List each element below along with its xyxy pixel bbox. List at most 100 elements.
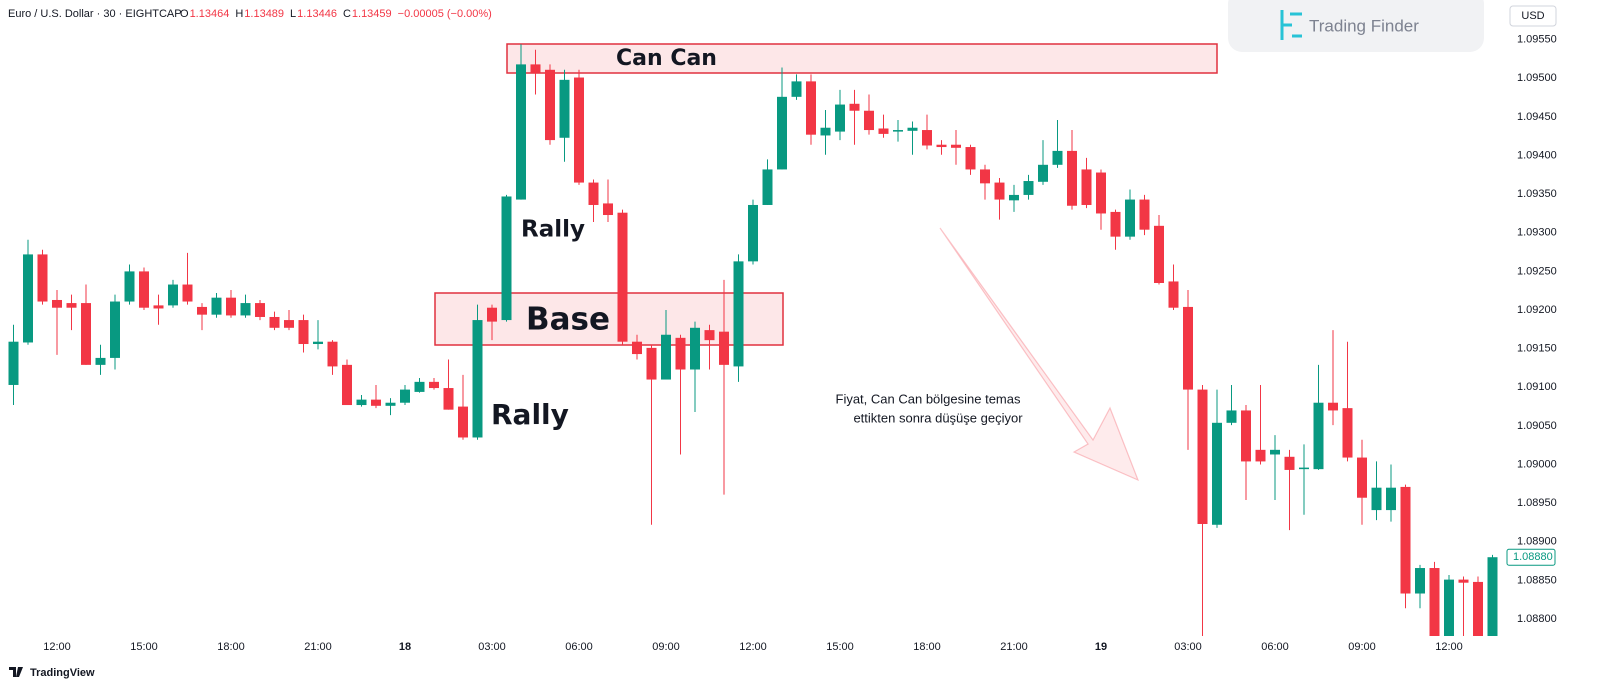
x-tick-label: 15:00 <box>826 641 854 653</box>
candle-body <box>1067 150 1077 206</box>
candle-body <box>501 196 512 321</box>
candle-body <box>327 341 338 367</box>
x-tick-label: 12:00 <box>1435 641 1463 653</box>
x-tick-label: 19 <box>1095 641 1107 653</box>
candle-body <box>1226 410 1237 423</box>
y-tick-label: 1.08900 <box>1517 536 1557 548</box>
candle-body <box>1400 486 1411 594</box>
candle-body <box>356 399 367 406</box>
y-tick-label: 1.09150 <box>1517 343 1557 355</box>
candle-body <box>182 284 193 302</box>
x-tick-label: 12:00 <box>739 641 767 653</box>
candle-body <box>168 284 178 306</box>
footer-logo <box>9 667 23 677</box>
candle-body <box>835 104 845 132</box>
ohlc-key: O <box>180 8 189 20</box>
ohlc-value: 1.13489 <box>244 8 284 20</box>
candle-body <box>1023 181 1034 195</box>
candle-body <box>197 306 207 315</box>
candle-body <box>762 169 773 205</box>
candle-body <box>951 144 961 148</box>
candle-body <box>95 357 106 365</box>
y-tick-label: 1.09400 <box>1517 149 1557 161</box>
candle-body <box>255 303 265 317</box>
candle-body <box>385 402 396 406</box>
currency-box <box>1509 5 1557 27</box>
y-tick-label: 1.09250 <box>1517 265 1557 277</box>
candle-body <box>806 81 816 135</box>
candle-body <box>23 254 33 343</box>
candle-body <box>153 305 164 309</box>
candle-body <box>719 331 729 365</box>
y-tick-label: 1.09550 <box>1517 34 1557 46</box>
ohlc-value: 1.13459 <box>352 8 392 20</box>
candle-body <box>849 103 860 111</box>
candle-body <box>646 347 657 380</box>
candle-body <box>936 144 947 148</box>
candle-body <box>1415 568 1425 594</box>
candle-body <box>1458 579 1469 583</box>
y-tick-label: 1.09300 <box>1517 227 1557 239</box>
candle-body <box>284 320 294 328</box>
candle-body <box>1081 169 1092 205</box>
candle-body <box>748 204 758 262</box>
candle-body <box>1357 457 1367 498</box>
header: Euro / U.S. Dollar · 30 · EIGHTCAP O 1.13… <box>8 8 492 20</box>
x-tick-label: 03:00 <box>478 641 506 653</box>
candle-body <box>965 147 976 170</box>
candle-body <box>1096 172 1106 214</box>
candle-body <box>893 130 903 132</box>
candle-body <box>1110 211 1121 237</box>
x-tick-label: 21:00 <box>1000 641 1028 653</box>
candle-body <box>559 79 570 138</box>
zone-label: Base <box>526 302 610 338</box>
candle-body <box>1212 422 1222 525</box>
candle-body <box>1429 568 1440 636</box>
candle-body <box>487 307 497 322</box>
candle-body <box>371 399 381 406</box>
footer: TradingView <box>30 667 95 679</box>
candle-body <box>1154 225 1164 283</box>
candle-body <box>1386 487 1396 511</box>
candle-body <box>690 327 700 370</box>
candle-body <box>1299 467 1309 470</box>
x-tick-label: 15:00 <box>130 641 158 653</box>
candle-body <box>661 334 671 380</box>
x-tick-label: 09:00 <box>1348 641 1376 653</box>
candle-body <box>1371 487 1382 511</box>
y-tick-label: 1.09200 <box>1517 304 1557 316</box>
candle-body <box>124 271 135 302</box>
x-tick-label: 18 <box>399 641 411 653</box>
change: −0.00005 (−0.00%) <box>398 8 492 20</box>
candle-body <box>820 127 831 136</box>
can-can-zone <box>506 43 1218 74</box>
y-tick-label: 1.09000 <box>1517 458 1557 470</box>
last-price-box <box>1506 548 1556 566</box>
candle-body <box>980 169 990 184</box>
y-tick-label: 1.09500 <box>1517 72 1557 84</box>
brand-name: Trading Finder <box>1309 16 1419 35</box>
candle-body <box>81 303 91 365</box>
candle-body <box>37 254 48 302</box>
candle-body <box>52 299 62 308</box>
candle-body <box>226 297 236 316</box>
currency: USD <box>1521 10 1544 22</box>
candle-body <box>1139 199 1150 230</box>
x-tick-label: 18:00 <box>217 641 245 653</box>
candle-body <box>588 182 599 205</box>
candle-body <box>211 297 222 315</box>
candle-body <box>1125 199 1135 237</box>
ohlc-value: 1.13464 <box>190 8 230 20</box>
candle-body <box>1241 410 1251 462</box>
candle-body <box>516 64 526 200</box>
candle-body <box>240 303 251 316</box>
candle-body <box>414 381 425 392</box>
candle-body <box>1197 389 1208 524</box>
candle-body <box>139 271 149 308</box>
x-tick-label: 09:00 <box>652 641 680 653</box>
candle-body <box>1342 408 1353 458</box>
x-tick-label: 12:00 <box>43 641 71 653</box>
candle-body <box>1328 402 1338 411</box>
ohlc-key: L <box>290 8 296 20</box>
candle-body <box>545 69 555 141</box>
